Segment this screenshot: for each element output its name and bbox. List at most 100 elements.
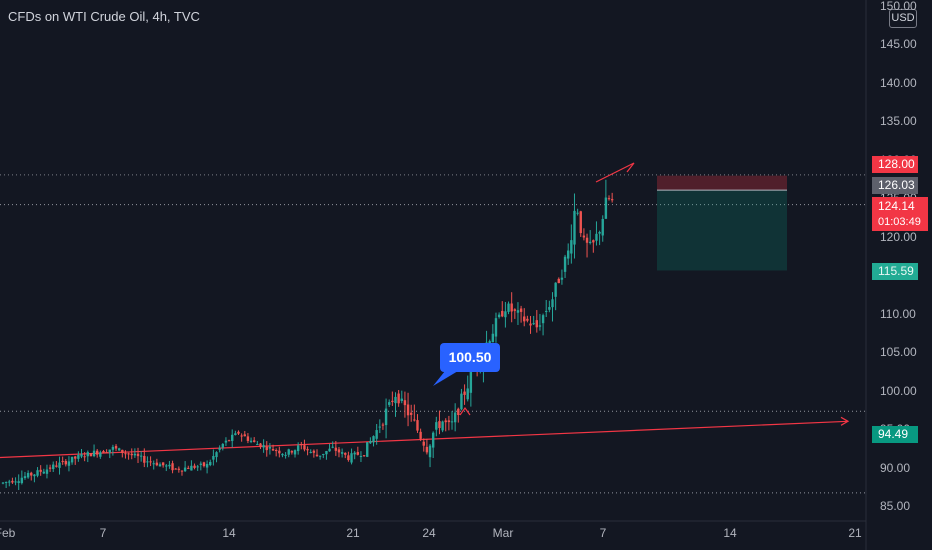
candle-body	[114, 445, 118, 449]
candle-body	[284, 454, 287, 456]
candle-body	[384, 408, 388, 426]
candle-body	[70, 456, 74, 463]
peak-arrow	[595, 162, 635, 183]
candle-body	[36, 470, 39, 476]
candle-body	[20, 477, 24, 484]
price-tick: 105.00	[880, 345, 917, 359]
candle-body	[278, 450, 281, 454]
currency-badge[interactable]: USD	[889, 9, 917, 28]
candle-body	[193, 465, 196, 468]
candle-body	[372, 436, 375, 443]
candle-body	[579, 211, 582, 234]
candle-body	[14, 481, 17, 483]
candle-body	[246, 436, 250, 441]
candle-body	[48, 467, 52, 469]
candle-body	[108, 449, 111, 453]
candle-body	[58, 462, 61, 468]
candle-body	[541, 315, 545, 324]
time-tick: 7	[99, 526, 107, 540]
candle-body	[146, 461, 149, 463]
time-tick: 21	[848, 526, 862, 540]
candle-body	[143, 455, 146, 463]
candle-body	[136, 453, 140, 457]
candle-body	[545, 310, 548, 312]
candle-body	[86, 452, 89, 457]
candle-body	[585, 237, 589, 243]
candle-body	[33, 474, 36, 477]
candle-body	[11, 480, 14, 483]
candle-body	[52, 464, 55, 470]
candle-body	[265, 446, 268, 451]
candle-body	[171, 463, 174, 471]
candle-body	[102, 451, 105, 453]
time-tick: 21	[346, 526, 360, 540]
candle-body	[567, 250, 570, 259]
candle-body	[410, 412, 413, 415]
candle-body	[557, 278, 560, 284]
price-tick: 85.00	[880, 499, 911, 513]
candle-body	[610, 199, 614, 201]
candle-body	[249, 440, 253, 442]
time-tick: Feb	[0, 526, 16, 540]
candle-body	[221, 443, 224, 448]
short-position-box[interactable]	[657, 175, 787, 271]
candle-body	[428, 445, 432, 458]
candle-body	[190, 465, 193, 471]
candle-body	[99, 452, 102, 457]
price-tick: 140.00	[880, 75, 917, 90]
candle-body	[588, 241, 592, 243]
entry-price-tag: 126.03	[872, 177, 918, 194]
candle-body	[303, 445, 306, 450]
candle-body	[92, 450, 96, 457]
candle-body	[227, 440, 231, 442]
candle-body	[262, 445, 265, 448]
candle-body	[165, 465, 168, 467]
candle-body	[391, 400, 394, 402]
candle-body	[375, 430, 378, 439]
candle-body	[381, 424, 385, 426]
candle-body	[441, 421, 444, 431]
price-tick: 145.00	[880, 37, 917, 51]
candle-body	[334, 447, 338, 451]
candle-body	[397, 393, 400, 404]
candle-body	[271, 449, 275, 451]
candle-body	[149, 461, 152, 463]
candle-body	[422, 441, 425, 446]
candle-body	[240, 435, 243, 437]
candle-body	[488, 341, 491, 345]
price-callout[interactable]: 100.50	[440, 343, 500, 372]
candle-body	[466, 388, 469, 400]
candle-body	[419, 431, 422, 439]
last-price-value: 124.14	[878, 199, 915, 213]
candle-body	[457, 408, 460, 415]
candle-body	[55, 465, 58, 467]
candle-body	[519, 308, 523, 312]
candle-body	[523, 316, 526, 322]
candle-body	[215, 452, 218, 458]
candle-body	[438, 421, 441, 429]
candle-body	[281, 453, 284, 456]
candle-body	[551, 299, 554, 308]
price-tick: 100.00	[880, 383, 917, 398]
candle-body	[212, 455, 215, 460]
candle-body	[187, 467, 190, 469]
time-tick: 14	[222, 526, 236, 540]
candle-body	[234, 433, 237, 435]
candle-body	[554, 282, 557, 297]
candle-body	[340, 452, 344, 454]
candle-body	[453, 412, 457, 423]
candle-body	[356, 452, 360, 455]
candle-body	[504, 311, 507, 318]
candle-body	[548, 307, 551, 310]
callout-pointer	[433, 371, 458, 386]
candle-body	[513, 309, 517, 311]
chart-title: CFDs on WTI Crude Oil, 4h, TVC	[8, 9, 200, 24]
candle-body	[501, 310, 504, 317]
candle-body	[400, 398, 403, 402]
candlestick-series	[1, 179, 614, 491]
candle-body	[601, 218, 604, 236]
candle-body	[322, 453, 325, 455]
candle-body	[516, 310, 520, 313]
candle-body	[155, 462, 159, 466]
